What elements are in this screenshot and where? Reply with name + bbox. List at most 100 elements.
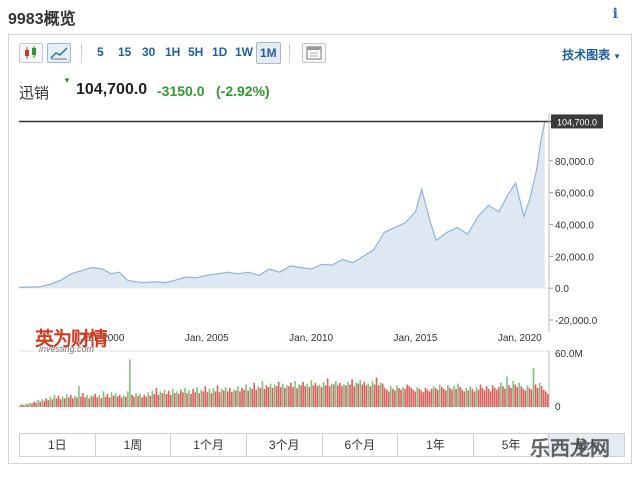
- volume-bar: [534, 384, 537, 407]
- volume-bar: [514, 384, 516, 407]
- interval-5h[interactable]: 5H: [188, 45, 204, 59]
- area-chart-icon[interactable]: [47, 43, 71, 63]
- volume-bar: [306, 383, 309, 407]
- volume-bar: [206, 392, 209, 407]
- interval-15[interactable]: 15: [118, 45, 132, 59]
- volume-bar: [92, 396, 95, 407]
- volume-bar: [281, 383, 284, 407]
- interval-1w[interactable]: 1W: [235, 45, 253, 59]
- range-button[interactable]: 1周: [96, 434, 172, 456]
- volume-bar: [279, 387, 282, 407]
- volume-bar: [530, 389, 533, 407]
- volume-bar: [35, 402, 37, 407]
- price-chart[interactable]: 104,700.0 80,000.0 60,000.0 40,000.0 20,000.…: [9, 105, 631, 425]
- volume-bar: [330, 383, 333, 407]
- page-title: 9983概览: [8, 11, 76, 28]
- volume-bar: [233, 389, 235, 407]
- volume-bar: [33, 401, 35, 407]
- volume-bar: [220, 388, 223, 407]
- volume-bar: [339, 382, 341, 407]
- volume-bar: [400, 389, 402, 407]
- price-area: [19, 121, 545, 289]
- toolbar-divider: [289, 43, 290, 63]
- volume-bar: [53, 394, 56, 407]
- volume-bar: [508, 385, 510, 407]
- volume-bar: [163, 389, 166, 407]
- price-change-percent: (-2.92%): [216, 83, 270, 99]
- volume-bar: [249, 387, 251, 407]
- volume-bar: [542, 389, 545, 407]
- range-button[interactable]: 1年: [398, 434, 474, 456]
- volume-bar: [137, 395, 139, 407]
- candlestick-icon[interactable]: [19, 43, 43, 63]
- info-icon[interactable]: i: [612, 6, 618, 22]
- interval-30[interactable]: 30: [142, 45, 156, 59]
- volume-bar: [449, 387, 451, 407]
- volume-bar: [86, 394, 88, 407]
- volume-bar: [296, 387, 298, 407]
- volume-bar: [96, 397, 99, 407]
- calendar-icon[interactable]: [302, 43, 326, 63]
- volume-bar: [161, 393, 164, 407]
- range-button[interactable]: 6个月: [323, 434, 399, 456]
- volume-bar: [76, 397, 78, 407]
- volume-bar: [69, 394, 72, 407]
- range-button[interactable]: 3个月: [247, 434, 323, 456]
- volume-bar: [286, 385, 288, 407]
- y-tick-label: 60,000.0: [555, 189, 594, 200]
- volume-bar: [59, 399, 62, 407]
- range-button[interactable]: 5年: [474, 434, 550, 456]
- volume-bar: [275, 386, 278, 407]
- volume-bar: [102, 391, 105, 407]
- volume-bar: [263, 388, 266, 407]
- volume-bar: [312, 385, 315, 407]
- volume-bar: [261, 381, 264, 407]
- volume-bar: [84, 397, 86, 407]
- volume-bar: [39, 401, 42, 407]
- volume-bar: [151, 390, 154, 407]
- volume-bar: [155, 387, 158, 407]
- volume-bar: [200, 389, 203, 407]
- title-bar: 9983概览 i: [0, 0, 640, 32]
- volume-bar: [304, 386, 307, 407]
- volume-bar: [25, 403, 27, 407]
- last-price: 104,700.0: [76, 81, 148, 98]
- volume-bar: [445, 390, 447, 407]
- volume-bar: [153, 394, 156, 407]
- volume-bar: [116, 396, 119, 407]
- volume-bar: [536, 387, 539, 407]
- volume-bar: [414, 391, 417, 407]
- interval-1m[interactable]: 1M: [256, 42, 281, 64]
- volume-bar: [520, 386, 523, 407]
- volume-bar: [502, 386, 504, 407]
- interval-1d[interactable]: 1D: [212, 45, 228, 59]
- volume-bar: [524, 390, 527, 407]
- volume-bar: [74, 395, 76, 407]
- volume-bar: [182, 392, 184, 407]
- volume-bar: [314, 382, 317, 407]
- volume-bar: [257, 386, 260, 407]
- volume-bar: [498, 387, 500, 407]
- volume-bar: [104, 396, 107, 407]
- range-button[interactable]: 最大: [549, 434, 624, 456]
- y-tick-label: 80,000.0: [555, 157, 594, 168]
- range-button[interactable]: 1日: [20, 434, 96, 456]
- volume-bar: [41, 399, 44, 407]
- volume-bar: [212, 387, 215, 407]
- volume-bar: [290, 382, 292, 407]
- time-range-selector: 1日 1周 1个月 3个月 6个月 1年 5年 最大: [19, 433, 625, 457]
- interval-1h[interactable]: 1H: [165, 45, 181, 59]
- volume-bar: [94, 394, 97, 407]
- interval-5[interactable]: 5: [97, 45, 104, 59]
- technical-charts-link[interactable]: 技术图表 ▼: [562, 46, 621, 63]
- volume-bar: [398, 387, 400, 407]
- range-button[interactable]: 1个月: [171, 434, 247, 456]
- volume-bar: [322, 381, 325, 407]
- volume-bar: [432, 386, 435, 407]
- volume-bar: [259, 387, 262, 407]
- volume-bar: [204, 386, 207, 407]
- volume-bar: [443, 388, 445, 407]
- volume-bar: [455, 388, 457, 407]
- volume-bar: [269, 383, 272, 407]
- volume-bar: [31, 403, 33, 407]
